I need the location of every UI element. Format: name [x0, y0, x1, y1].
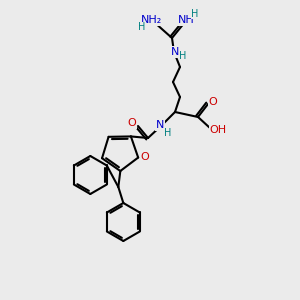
Text: H: H [164, 128, 172, 138]
Text: NH₂: NH₂ [141, 15, 163, 25]
Text: OH: OH [209, 125, 226, 135]
Text: N: N [156, 120, 164, 130]
Text: O: O [128, 118, 136, 128]
Text: H: H [191, 9, 199, 19]
Text: O: O [141, 152, 149, 162]
Text: H: H [179, 51, 187, 61]
Text: H: H [138, 22, 146, 32]
Text: N: N [171, 47, 179, 57]
Text: NH: NH [178, 15, 194, 25]
Text: O: O [208, 97, 217, 107]
